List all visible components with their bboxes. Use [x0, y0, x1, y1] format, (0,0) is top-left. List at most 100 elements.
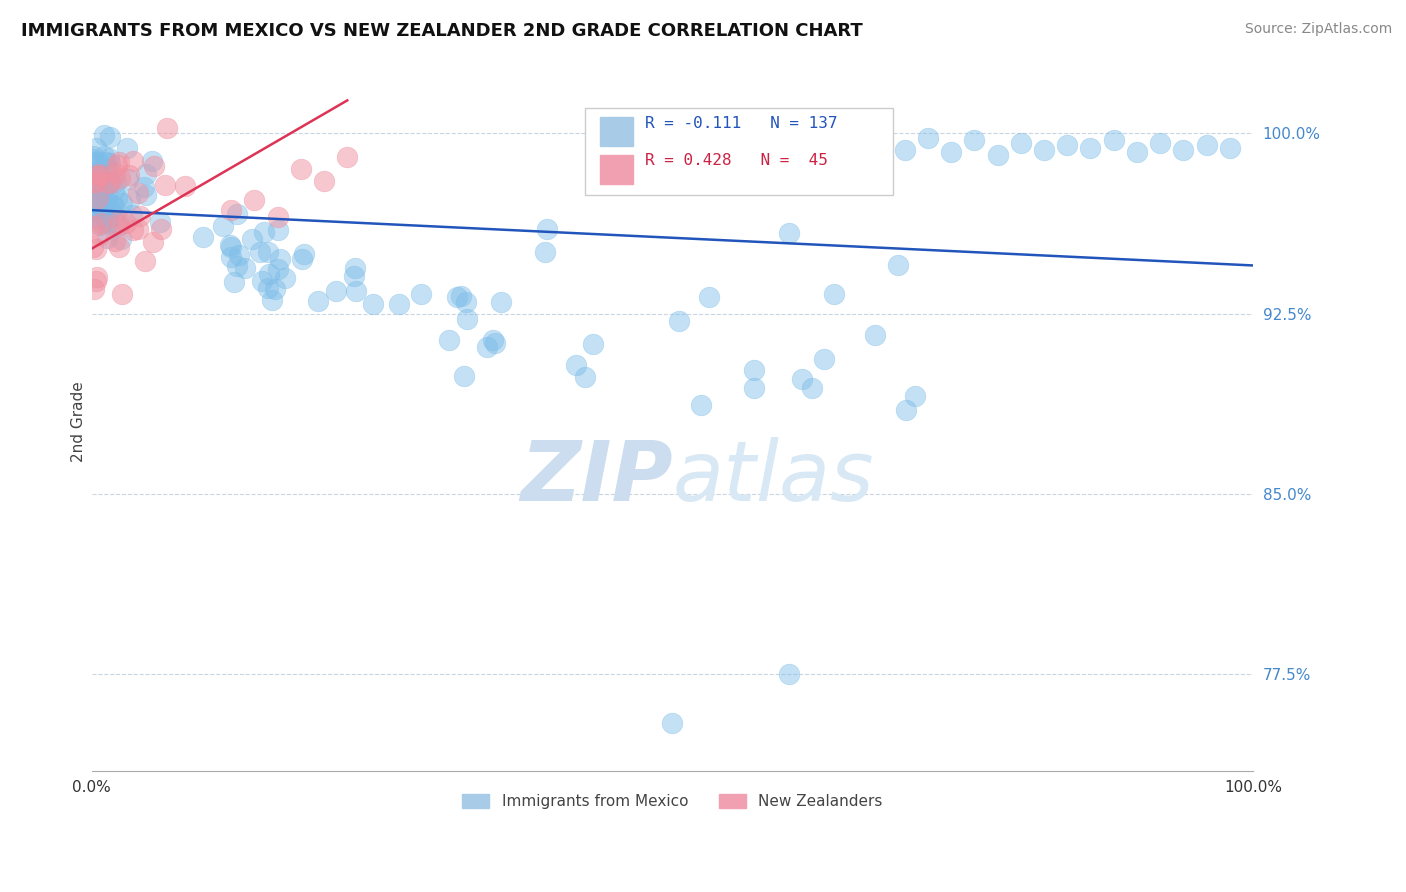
Point	[96, 231, 118, 245]
Point	[93, 148, 115, 162]
Point	[111, 195, 134, 210]
Point	[778, 226, 800, 240]
Point	[135, 187, 157, 202]
Point	[689, 398, 711, 412]
Point	[82, 203, 104, 218]
Text: atlas: atlas	[672, 437, 875, 518]
Point	[105, 158, 128, 172]
Point	[82, 240, 104, 254]
Point	[742, 380, 765, 394]
Point	[105, 219, 128, 234]
Point	[156, 121, 179, 136]
Point	[536, 221, 558, 235]
Point	[269, 252, 291, 266]
Point	[98, 175, 121, 189]
Text: ZIP: ZIP	[520, 437, 672, 518]
Point	[96, 161, 118, 176]
Text: R = -0.111   N = 137: R = -0.111 N = 137	[644, 116, 837, 130]
Point	[104, 166, 127, 180]
Point	[115, 141, 138, 155]
Point	[1219, 140, 1241, 154]
Point	[122, 223, 145, 237]
Point	[91, 209, 114, 223]
FancyBboxPatch shape	[600, 154, 633, 184]
Point	[257, 281, 280, 295]
Point	[98, 129, 121, 144]
Point	[84, 165, 107, 179]
Point	[84, 195, 107, 210]
Point	[100, 176, 122, 190]
Point	[484, 336, 506, 351]
Point	[668, 314, 690, 328]
Point	[312, 174, 335, 188]
Point	[91, 200, 114, 214]
Y-axis label: 2nd Grade: 2nd Grade	[72, 382, 86, 462]
Point	[83, 282, 105, 296]
Point	[482, 333, 505, 347]
Point	[886, 259, 908, 273]
Point	[143, 159, 166, 173]
Point	[96, 194, 118, 208]
Point	[292, 247, 315, 261]
Point	[107, 155, 129, 169]
Point	[84, 243, 107, 257]
Point	[800, 381, 823, 395]
Point	[108, 213, 131, 227]
Point	[489, 294, 512, 309]
Point	[243, 194, 266, 208]
Point	[98, 156, 121, 170]
Point	[110, 232, 132, 246]
Point	[82, 149, 104, 163]
Point	[917, 131, 939, 145]
Point	[226, 207, 249, 221]
Point	[89, 169, 111, 184]
Point	[105, 175, 128, 189]
Point	[93, 196, 115, 211]
Point	[108, 171, 131, 186]
Point	[1010, 136, 1032, 150]
Point	[266, 211, 288, 225]
Point	[477, 340, 499, 354]
Point	[98, 152, 121, 166]
Point	[127, 186, 149, 201]
Point	[325, 284, 347, 298]
Point	[98, 175, 121, 189]
Point	[96, 216, 118, 230]
Point	[264, 282, 287, 296]
Point	[249, 244, 271, 259]
Point	[83, 175, 105, 189]
Point	[107, 240, 129, 254]
Point	[93, 128, 115, 143]
Point	[89, 218, 111, 232]
Point	[87, 166, 110, 180]
Point	[87, 154, 110, 169]
Point	[89, 188, 111, 202]
Point	[1126, 145, 1149, 160]
Point	[118, 168, 141, 182]
Text: IMMIGRANTS FROM MEXICO VS NEW ZEALANDER 2ND GRADE CORRELATION CHART: IMMIGRANTS FROM MEXICO VS NEW ZEALANDER …	[21, 22, 863, 40]
Point	[117, 172, 139, 186]
Point	[94, 154, 117, 169]
Point	[219, 250, 242, 264]
Point	[344, 284, 367, 298]
Point	[84, 141, 107, 155]
Point	[111, 287, 134, 301]
Point	[84, 274, 107, 288]
Point	[778, 667, 800, 681]
Point	[86, 193, 108, 207]
Point	[1102, 133, 1125, 147]
Point	[96, 189, 118, 203]
Point	[212, 219, 235, 233]
Point	[565, 358, 588, 372]
Point	[103, 183, 125, 197]
Point	[127, 222, 149, 236]
Point	[813, 351, 835, 366]
Point	[153, 178, 176, 193]
Point	[224, 275, 246, 289]
Point	[104, 209, 127, 223]
Text: Source: ZipAtlas.com: Source: ZipAtlas.com	[1244, 22, 1392, 37]
Point	[456, 311, 478, 326]
Point	[904, 389, 927, 403]
Point	[86, 211, 108, 226]
Point	[191, 230, 214, 244]
